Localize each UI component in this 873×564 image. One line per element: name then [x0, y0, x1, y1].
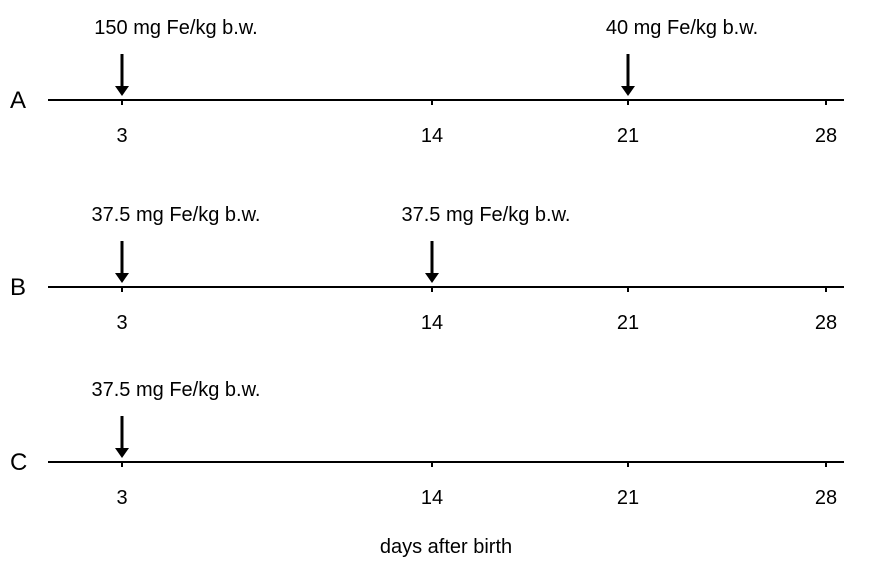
- day-tick-label: 28: [815, 125, 837, 147]
- x-axis-label: days after birth: [380, 536, 512, 558]
- dose-label: 40 mg Fe/kg b.w.: [606, 17, 758, 39]
- row-label: B: [10, 274, 26, 301]
- day-tick-label: 14: [421, 125, 443, 147]
- day-tick-label: 21: [617, 312, 639, 334]
- dose-label: 37.5 mg Fe/kg b.w.: [92, 379, 261, 401]
- dose-arrow: [115, 54, 129, 96]
- dose-arrow: [425, 241, 439, 283]
- day-tick-label: 14: [421, 312, 443, 334]
- day-tick-label: 3: [116, 312, 127, 334]
- row-label: A: [10, 87, 26, 114]
- day-tick-label: 14: [421, 487, 443, 509]
- day-tick-label: 21: [617, 487, 639, 509]
- day-tick-label: 3: [116, 487, 127, 509]
- timeline-row-a: A 3 14 21 28 150 mg Fe/kg b.w. 40 mg Fe/kg b.w…: [10, 17, 844, 147]
- day-tick-label: 28: [815, 487, 837, 509]
- day-tick-label: 28: [815, 312, 837, 334]
- timeline-row-c: C 3 14 21 28 37.5 mg Fe/kg b.w.: [10, 379, 844, 509]
- dose-label: 37.5 mg Fe/kg b.w.: [92, 204, 261, 226]
- dose-arrow: [621, 54, 635, 96]
- dose-label: 37.5 mg Fe/kg b.w.: [402, 204, 571, 226]
- dose-arrow: [115, 416, 129, 458]
- timeline-row-b: B 3 14 21 28 37.5 mg Fe/kg b.w. 37.5 mg Fe/kg …: [10, 204, 844, 334]
- dose-arrow: [115, 241, 129, 283]
- day-tick-label: 3: [116, 125, 127, 147]
- row-label: C: [10, 449, 27, 476]
- day-tick-label: 21: [617, 125, 639, 147]
- timeline-rows: A 3 14 21 28 150 mg Fe/kg b.w. 40 mg Fe/kg b.w…: [10, 17, 844, 509]
- dose-label: 150 mg Fe/kg b.w.: [94, 17, 257, 39]
